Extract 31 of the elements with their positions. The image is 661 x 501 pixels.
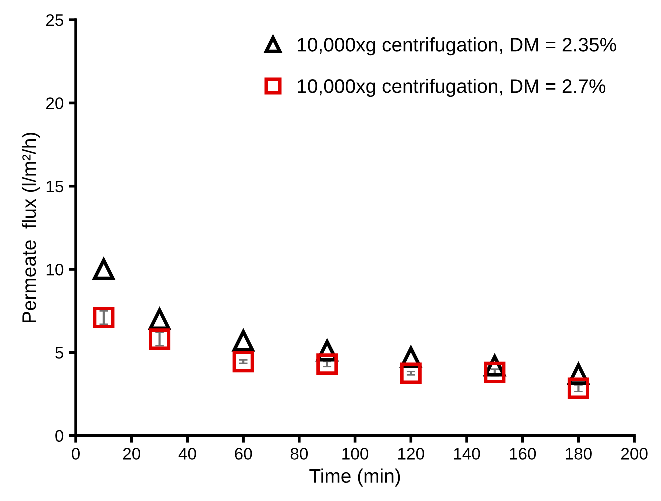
point: [93, 307, 115, 329]
point: [316, 354, 338, 376]
x-tick-label: 60: [235, 448, 252, 460]
x-axis-title: Time (min): [310, 468, 400, 487]
y-tick-label: 15: [46, 180, 64, 193]
x-tick-label: 80: [290, 448, 308, 460]
y-tick-label: 0: [56, 430, 64, 442]
y-axis-title: Permeate flux (l/m²/h): [22, 132, 40, 323]
point: [149, 308, 171, 330]
point: [149, 328, 171, 350]
x-tick-label: 100: [342, 448, 369, 460]
x-tick-label: 140: [454, 448, 480, 460]
point: [568, 378, 590, 400]
x-tick-label: 40: [178, 448, 196, 460]
y-tick-label: 5: [56, 347, 64, 359]
x-tick-label: 0: [72, 448, 80, 460]
legend-label: 10,000xg centrifugation, DM = 2.35%: [298, 38, 616, 56]
y-tick-label: 10: [46, 264, 64, 276]
point: [400, 362, 422, 384]
point: [232, 330, 254, 352]
y-tick-label: 20: [46, 98, 64, 110]
y-tick-label: 25: [46, 14, 64, 26]
x-tick-label: 20: [123, 448, 140, 460]
legend-label: 10,000xg centrifugation, DM = 2.7%: [298, 79, 606, 98]
x-tick-label: 200: [621, 448, 648, 460]
x-tick-label: 180: [566, 448, 592, 460]
x-tick-label: 160: [510, 448, 536, 460]
point: [232, 351, 254, 373]
point: [484, 362, 506, 384]
point: [93, 258, 115, 280]
x-tick-label: 120: [398, 448, 424, 460]
